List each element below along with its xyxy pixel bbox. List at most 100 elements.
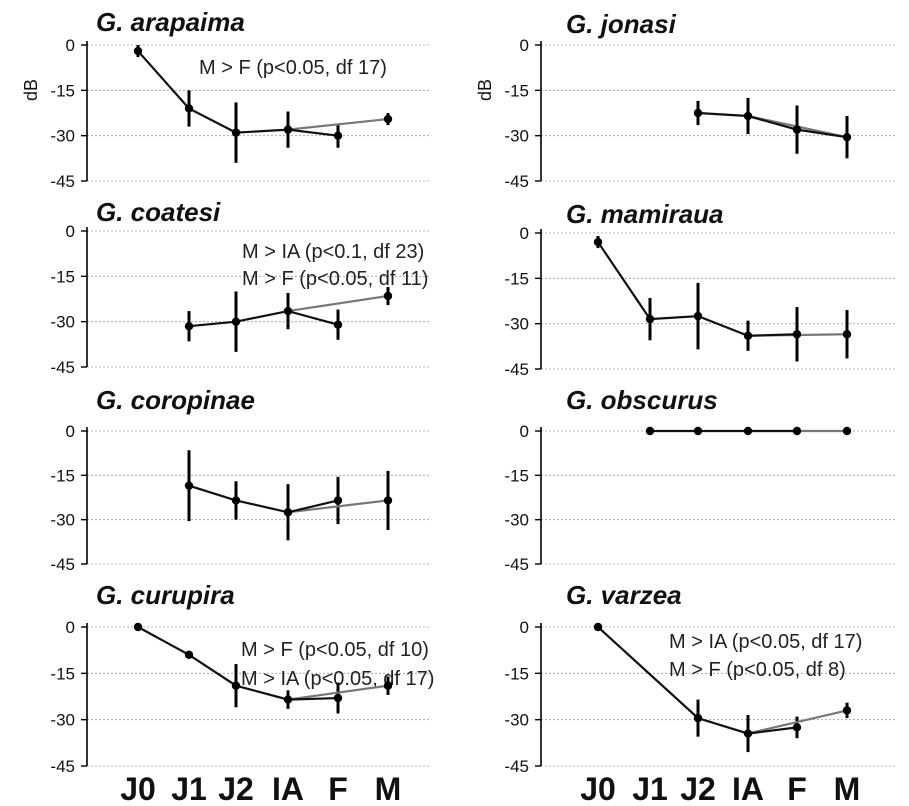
stat-annotation: M > F (p<0.05, df 10) [241, 639, 429, 661]
series-line-main [188, 309, 339, 328]
y-tick-label: -15 [504, 664, 529, 683]
y-tick-label: 0 [520, 422, 529, 441]
panel-g-arapaima: G. arapaima dB 0 -15 -30 -45 M > F (p<0.05, df… [21, 7, 430, 191]
y-tick-label: -30 [50, 127, 75, 146]
data-point [792, 723, 802, 732]
data-point [593, 622, 603, 632]
x-tick-label: J0 [120, 771, 156, 806]
series-line-main [188, 484, 339, 514]
data-point [184, 104, 194, 113]
data-point [743, 426, 753, 436]
y-tick-label: -30 [504, 127, 529, 146]
data-point [231, 128, 241, 137]
y-tick-label: -45 [50, 757, 75, 776]
panel-title: G. jonasi [566, 9, 677, 39]
data-point [283, 508, 293, 517]
stat-annotation: M > IA (p<0.05, df 17) [669, 631, 862, 653]
data-point [593, 237, 603, 247]
panel-g-coropinae: G. coropinae 0 -15 -30 -45 [50, 385, 430, 574]
y-tick-label: -15 [504, 269, 529, 288]
data-point [645, 314, 655, 324]
data-point [743, 729, 753, 738]
stat-annotation: M > F (p<0.05, df 17) [199, 57, 387, 79]
panel-g-mamiraua: G. mamiraua 0 -15 -30 -45 [504, 199, 895, 379]
x-tick-label: J1 [632, 771, 668, 806]
panel-g-varzea: G. varzea 0 -15 -30 -45 M > IA (p<0.05, df 17… [504, 580, 895, 776]
y-tick-label: -30 [504, 511, 529, 530]
y-tick-label: -45 [50, 172, 75, 191]
y-tick-label: -45 [504, 555, 529, 574]
y-tick-label: -30 [50, 313, 75, 332]
y-tick-label: 0 [520, 224, 529, 243]
y-tick-label: -45 [504, 172, 529, 191]
x-tick-label: M [834, 771, 861, 806]
y-tick-label: 0 [66, 36, 75, 55]
data-point [231, 317, 241, 326]
panel-title: G. curupira [96, 580, 235, 610]
data-point [333, 693, 343, 703]
series-line-branch [287, 684, 389, 701]
y-tick-label: -30 [504, 711, 529, 730]
data-point [792, 125, 802, 134]
y-tick-label: -45 [50, 358, 75, 377]
y-tick-label: -45 [504, 360, 529, 379]
data-point [184, 650, 194, 659]
data-point [645, 426, 655, 436]
stat-annotation: M > F (p<0.05, df 11) [242, 268, 428, 290]
data-point [693, 713, 703, 723]
panel-title: G. mamiraua [566, 199, 724, 229]
y-tick-label: -30 [50, 511, 75, 530]
panel-g-jonasi: G. jonasi dB 0 -15 -30 -45 [475, 9, 895, 191]
x-tick-label: IA [272, 771, 304, 806]
panel-title: G. arapaima [96, 7, 245, 37]
panel-title: G. coropinae [96, 385, 255, 415]
x-tick-label: M [375, 771, 402, 806]
y-tick-label: 0 [520, 618, 529, 637]
data-point [383, 114, 393, 124]
data-point [184, 481, 194, 490]
data-point [842, 426, 852, 436]
y-tick-label: 0 [66, 422, 75, 441]
series-line-main [597, 626, 798, 735]
data-point [743, 111, 753, 121]
y-tick-label: -45 [50, 555, 75, 574]
data-point [283, 306, 293, 316]
panel-g-coatesi: G. coatesi 0 -15 -30 -45 M > IA (p<0.1, df 23… [50, 197, 430, 377]
data-point [333, 496, 343, 505]
y-tick-label: -15 [50, 267, 75, 286]
data-point [743, 331, 753, 340]
x-tick-label: F [787, 771, 807, 806]
data-point [693, 426, 703, 436]
y-tick-label: 0 [66, 222, 75, 241]
series-line-branch [287, 294, 389, 313]
y-axis-label: dB [475, 79, 495, 101]
panel-title: G. obscurus [566, 385, 718, 415]
panel-title: G. varzea [566, 580, 682, 610]
y-axis-label: dB [21, 79, 41, 101]
data-point [383, 681, 393, 690]
x-tick-label: J2 [218, 771, 254, 806]
data-point [693, 311, 703, 321]
y-tick-label: -15 [504, 466, 529, 485]
y-tick-label: -15 [50, 466, 75, 485]
x-tick-label: F [328, 771, 348, 806]
panel-title: G. coatesi [96, 197, 221, 227]
data-point [333, 320, 343, 329]
data-point [383, 291, 393, 301]
x-axis-categories-right: J0 J1 J2 IA F M [580, 771, 860, 806]
y-tick-label: 0 [66, 618, 75, 637]
data-point [133, 622, 143, 632]
x-tick-label: J0 [580, 771, 616, 806]
x-axis-categories-left: J0 J1 J2 IA F M [120, 771, 401, 806]
stat-annotation: M > F (p<0.05, df 8) [669, 659, 846, 681]
data-point [231, 681, 241, 690]
series-line-branch [287, 499, 389, 514]
y-tick-label: -45 [504, 757, 529, 776]
data-point [792, 330, 802, 339]
x-tick-label: IA [732, 771, 764, 806]
y-tick-label: -15 [50, 664, 75, 683]
data-point [383, 496, 393, 505]
series-line-branch [747, 709, 848, 735]
x-tick-label: J2 [680, 771, 716, 806]
